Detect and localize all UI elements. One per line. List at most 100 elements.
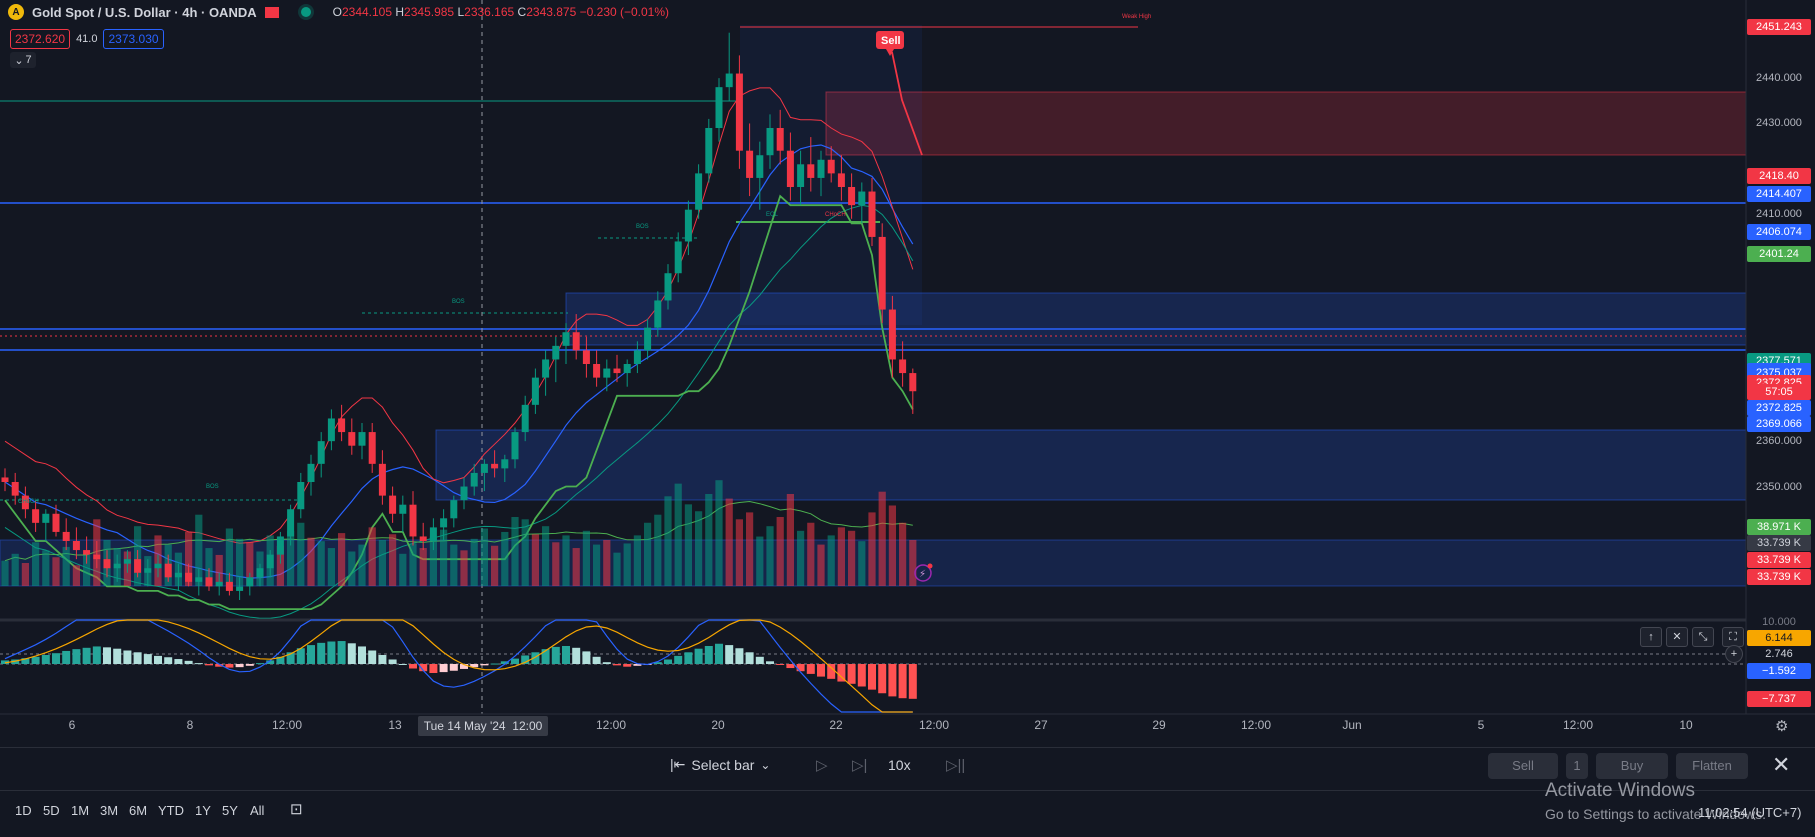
close-icon[interactable]: ✕ xyxy=(1666,627,1688,647)
volume-bar xyxy=(1,560,9,586)
volume-bar xyxy=(766,526,774,586)
macd-histogram-bar xyxy=(215,664,224,667)
plus-circle-icon[interactable]: + xyxy=(1725,645,1743,663)
candle-body xyxy=(113,563,121,569)
volume-bar xyxy=(868,512,876,586)
time-axis-label: 22 xyxy=(829,718,843,732)
time-axis-label: 12:00 xyxy=(595,718,627,732)
candle-body xyxy=(154,563,162,569)
timeframe-5d[interactable]: 5D xyxy=(43,803,60,818)
candle-body xyxy=(480,463,488,473)
volume-bar xyxy=(552,542,560,586)
windows-activation-watermark: Activate Windows Go to Settings to activ… xyxy=(1545,780,1766,822)
candle-body xyxy=(287,509,295,537)
price-axis-label: 2401.24 xyxy=(1747,245,1811,262)
volume-bar xyxy=(501,531,509,586)
volume-bar xyxy=(644,522,652,586)
volume-bar xyxy=(450,544,458,586)
step-forward-icon[interactable]: ▷| xyxy=(852,757,868,774)
volume-bar xyxy=(797,530,805,586)
maximize-icon[interactable]: ⛶ xyxy=(1722,627,1744,647)
timeframe-1d[interactable]: 1D xyxy=(15,803,32,818)
timeframe-6m[interactable]: 6M xyxy=(129,803,148,818)
macd-histogram-bar xyxy=(154,655,162,664)
candle-body xyxy=(899,359,907,374)
select-bar-button[interactable]: |⇤ Select bar ⌄ xyxy=(670,756,771,773)
price-axis-label: 2410.000 xyxy=(1756,208,1802,221)
volume-bar xyxy=(582,530,590,586)
gear-icon[interactable]: ⚙ xyxy=(1775,718,1789,735)
symbol-title[interactable]: Gold Spot / U.S. Dollar · 4h · OANDA xyxy=(32,4,257,20)
macd-histogram-bar xyxy=(113,648,122,664)
candle-body xyxy=(715,87,723,128)
timeframe-1y[interactable]: 1Y xyxy=(195,803,211,818)
timeframe-1m[interactable]: 1M xyxy=(71,803,90,818)
volume-bar xyxy=(654,514,662,586)
macd-histogram-bar xyxy=(41,655,50,664)
timeframe-3m[interactable]: 3M xyxy=(100,803,119,818)
macd-histogram-bar xyxy=(123,650,132,664)
candle-body xyxy=(470,472,478,487)
replay-qty-field[interactable]: 1 xyxy=(1566,753,1588,779)
replay-buy-button[interactable]: Buy xyxy=(1596,753,1668,779)
candle-body xyxy=(215,581,223,587)
replay-sell-button[interactable]: Sell xyxy=(1488,753,1558,779)
macd-histogram-bar xyxy=(92,646,101,664)
candle-body xyxy=(195,577,203,582)
chart-annotations: Weak High BOS BOS BOS CHoCH CHoCH EQL Se… xyxy=(18,14,1151,505)
candle-body xyxy=(62,531,70,541)
ohlc-values: O2344.105 H2345.985 L2336.165 C2343.875 … xyxy=(332,5,670,19)
candle-body xyxy=(409,504,417,537)
candle-body xyxy=(735,73,743,151)
timeframe-ytd[interactable]: YTD xyxy=(158,803,184,818)
market-status-icon xyxy=(300,7,311,17)
macd-histogram-bar xyxy=(786,664,795,669)
candle-body xyxy=(358,432,366,446)
jump-to-realtime-icon[interactable]: ▷|| xyxy=(946,757,966,774)
macd-line xyxy=(4,619,913,713)
candle-body xyxy=(633,350,641,364)
candle-body xyxy=(644,327,652,351)
calendar-range-icon[interactable]: ⊡ xyxy=(290,801,303,818)
macd-histogram-bar xyxy=(602,662,611,664)
macd-histogram-bar xyxy=(388,659,397,664)
volume-axis-label: 33.739 K xyxy=(1747,569,1811,585)
close-icon[interactable]: ✕ xyxy=(1772,752,1791,777)
indicators-toggle-button[interactable]: ⌄ 7 xyxy=(10,52,36,68)
timeframe-all[interactable]: All xyxy=(250,803,265,818)
volume-bar xyxy=(705,494,713,586)
live-lightning-badge[interactable]: ⚡ xyxy=(914,563,933,582)
timeframe-5y[interactable]: 5Y xyxy=(222,803,238,818)
candle-body xyxy=(11,482,19,496)
macd-histogram-bar xyxy=(623,664,632,667)
macd-histogram-bar xyxy=(460,664,468,669)
candle-body xyxy=(440,518,448,528)
play-icon[interactable]: ▷ xyxy=(816,757,828,774)
candle-body xyxy=(501,459,509,469)
sell-signal-badge[interactable] xyxy=(876,31,904,49)
volume-bar xyxy=(276,545,284,586)
price-axis-label: 2430.000 xyxy=(1756,117,1802,130)
collapse-icon[interactable]: ⤡ xyxy=(1692,627,1714,647)
macd-histogram-bar xyxy=(286,652,295,664)
replay-flatten-button[interactable]: Flatten xyxy=(1676,753,1748,779)
candle-body xyxy=(746,150,754,178)
volume-bar xyxy=(684,504,692,586)
candle-body xyxy=(695,173,703,210)
price-axis-label: 2360.000 xyxy=(1756,435,1802,448)
candle-body xyxy=(776,128,784,151)
chart-clock[interactable]: 11:02:54 (UTC+7) xyxy=(1698,805,1802,820)
arrow-up-icon[interactable]: ↑ xyxy=(1640,627,1662,647)
macd-histogram-bar xyxy=(806,664,815,674)
replay-speed-button[interactable]: 10x xyxy=(888,757,911,773)
macd-histogram-bar xyxy=(796,664,805,672)
price-axis-label: 2372.825 xyxy=(1747,400,1811,417)
sell-price-button[interactable]: 2372.620 xyxy=(10,29,71,49)
volume-bar xyxy=(205,548,213,586)
buy-price-button[interactable]: 2373.030 xyxy=(103,29,164,49)
volume-bar xyxy=(633,535,641,586)
volume-bar xyxy=(531,534,539,586)
flag-icon[interactable] xyxy=(264,6,279,18)
